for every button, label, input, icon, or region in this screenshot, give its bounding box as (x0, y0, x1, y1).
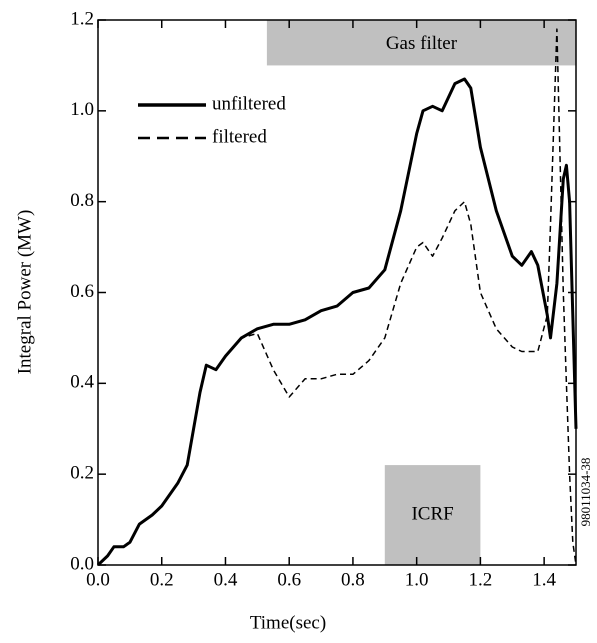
y-tick-label: 0.8 (70, 190, 94, 211)
y-tick-label: 1.2 (70, 8, 94, 29)
y-axis-label: Integral Power (MW) (14, 210, 35, 375)
series-line (97, 28, 577, 566)
y-tick-label: 0.2 (70, 463, 94, 484)
region-label: ICRF (411, 503, 453, 524)
x-tick-label: 0.2 (150, 569, 174, 590)
legend-label: filtered (212, 126, 267, 147)
plot-frame (97, 19, 577, 566)
y-tick-label: 1.0 (70, 99, 94, 120)
side-note: 98011034-38 (578, 458, 593, 527)
x-tick-label: 0.0 (86, 569, 110, 590)
x-tick-label: 0.4 (214, 569, 238, 590)
y-tick-label: 0.0 (70, 553, 94, 574)
shaded-region (384, 465, 481, 565)
y-tick-label: 0.4 (70, 372, 94, 393)
y-tick-label: 0.6 (70, 281, 94, 302)
legend-label: unfiltered (212, 93, 286, 114)
region-label: Gas filter (386, 33, 458, 54)
x-tick-label: 0.8 (341, 569, 365, 590)
x-tick-label: 1.4 (532, 569, 556, 590)
x-tick-label: 1.2 (469, 569, 493, 590)
shaded-region (266, 20, 576, 66)
series-line (96, 77, 578, 567)
x-tick-label: 1.0 (405, 569, 429, 590)
x-tick-label: 0.6 (277, 569, 301, 590)
x-axis-label: Time(sec) (250, 612, 326, 633)
